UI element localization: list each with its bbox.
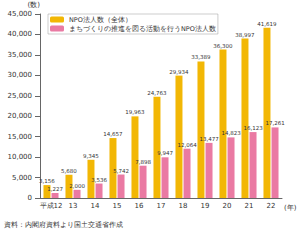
- svg-text:19: 19: [201, 202, 210, 210]
- svg-text:12,064: 12,064: [177, 142, 197, 148]
- svg-text:5,680: 5,680: [61, 168, 77, 174]
- svg-text:平成12: 平成12: [40, 202, 63, 210]
- svg-text:1,227: 1,227: [47, 186, 63, 192]
- svg-text:7,898: 7,898: [135, 159, 151, 165]
- svg-text:(数): (数): [28, 1, 41, 9]
- svg-text:19,963: 19,963: [125, 109, 145, 115]
- svg-text:14,823: 14,823: [221, 130, 241, 136]
- svg-text:16: 16: [135, 202, 144, 210]
- svg-text:資料：内閣府資料より国土交通省作成: 資料：内閣府資料より国土交通省作成: [4, 221, 123, 229]
- svg-text:38,997: 38,997: [235, 32, 255, 38]
- svg-text:(年): (年): [284, 204, 297, 212]
- svg-text:9,947: 9,947: [157, 150, 173, 156]
- svg-text:13,477: 13,477: [199, 136, 219, 142]
- svg-text:まちづくりの推進を図る活動を行うNPO法人数: まちづくりの推進を図る活動を行うNPO法人数: [69, 25, 216, 33]
- svg-text:15: 15: [113, 202, 122, 210]
- svg-text:16,123: 16,123: [243, 125, 263, 131]
- svg-text:20: 20: [223, 202, 232, 210]
- svg-text:13: 13: [69, 202, 78, 210]
- svg-text:17: 17: [157, 202, 166, 210]
- svg-text:40,000: 40,000: [8, 30, 33, 38]
- svg-text:21: 21: [245, 202, 254, 210]
- svg-text:9,345: 9,345: [83, 153, 99, 159]
- svg-text:15,000: 15,000: [8, 133, 33, 141]
- svg-text:29,934: 29,934: [169, 69, 189, 75]
- svg-text:10,000: 10,000: [8, 153, 33, 161]
- svg-text:24,763: 24,763: [147, 90, 167, 96]
- svg-text:20,000: 20,000: [8, 112, 33, 120]
- svg-text:5,742: 5,742: [113, 168, 129, 174]
- svg-text:22: 22: [267, 202, 276, 210]
- svg-text:30,000: 30,000: [8, 71, 33, 79]
- svg-text:2,000: 2,000: [69, 183, 85, 189]
- svg-text:NPO法人数（全体）: NPO法人数（全体）: [69, 16, 132, 24]
- svg-text:14,657: 14,657: [103, 131, 123, 137]
- svg-text:0: 0: [28, 194, 32, 202]
- svg-text:25,000: 25,000: [8, 92, 33, 100]
- svg-text:36,300: 36,300: [213, 43, 233, 49]
- svg-text:45,000: 45,000: [8, 10, 33, 18]
- svg-text:3,156: 3,156: [39, 178, 55, 184]
- svg-text:35,000: 35,000: [8, 51, 33, 59]
- svg-text:18: 18: [179, 202, 188, 210]
- svg-text:3,536: 3,536: [91, 177, 107, 183]
- svg-text:17,261: 17,261: [265, 120, 284, 126]
- svg-text:5,000: 5,000: [12, 174, 32, 182]
- svg-text:41,619: 41,619: [257, 21, 277, 27]
- svg-text:14: 14: [91, 202, 100, 210]
- svg-text:33,389: 33,389: [191, 54, 211, 60]
